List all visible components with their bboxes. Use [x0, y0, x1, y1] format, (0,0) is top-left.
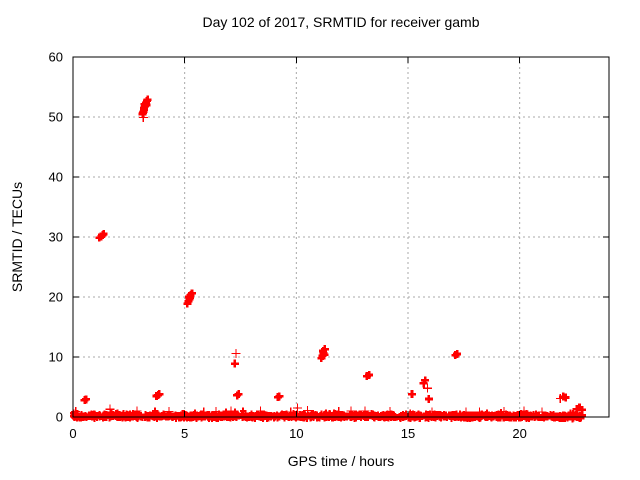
x-tick-label: 20 [512, 426, 526, 441]
chart-title: Day 102 of 2017, SRMTID for receiver gam… [202, 14, 479, 30]
y-tick-label: 50 [49, 110, 63, 125]
x-tick-label: 0 [69, 426, 76, 441]
baseline-band-points [69, 407, 586, 423]
grid-layer [73, 57, 609, 417]
x-tick-label: 15 [401, 426, 415, 441]
x-tick-label: 10 [289, 426, 303, 441]
y-tick-label: 20 [49, 290, 63, 305]
y-axis-label: SRMTID / TECUs [9, 182, 25, 292]
y-tick-label: 40 [49, 170, 63, 185]
y-tick-label: 30 [49, 230, 63, 245]
x-tick-label: 5 [181, 426, 188, 441]
y-tick-label: 60 [49, 50, 63, 65]
data-points-thin [71, 113, 565, 419]
y-tick-label: 10 [49, 350, 63, 365]
axis-layer: 0 5 10 15 20 0 10 20 30 40 50 60 [49, 50, 610, 441]
label-layer: Day 102 of 2017, SRMTID for receiver gam… [9, 14, 480, 469]
data-layer [69, 95, 587, 423]
y-tick-label: 0 [56, 410, 63, 425]
x-axis-label: GPS time / hours [288, 453, 395, 469]
data-points-bold [80, 95, 587, 414]
